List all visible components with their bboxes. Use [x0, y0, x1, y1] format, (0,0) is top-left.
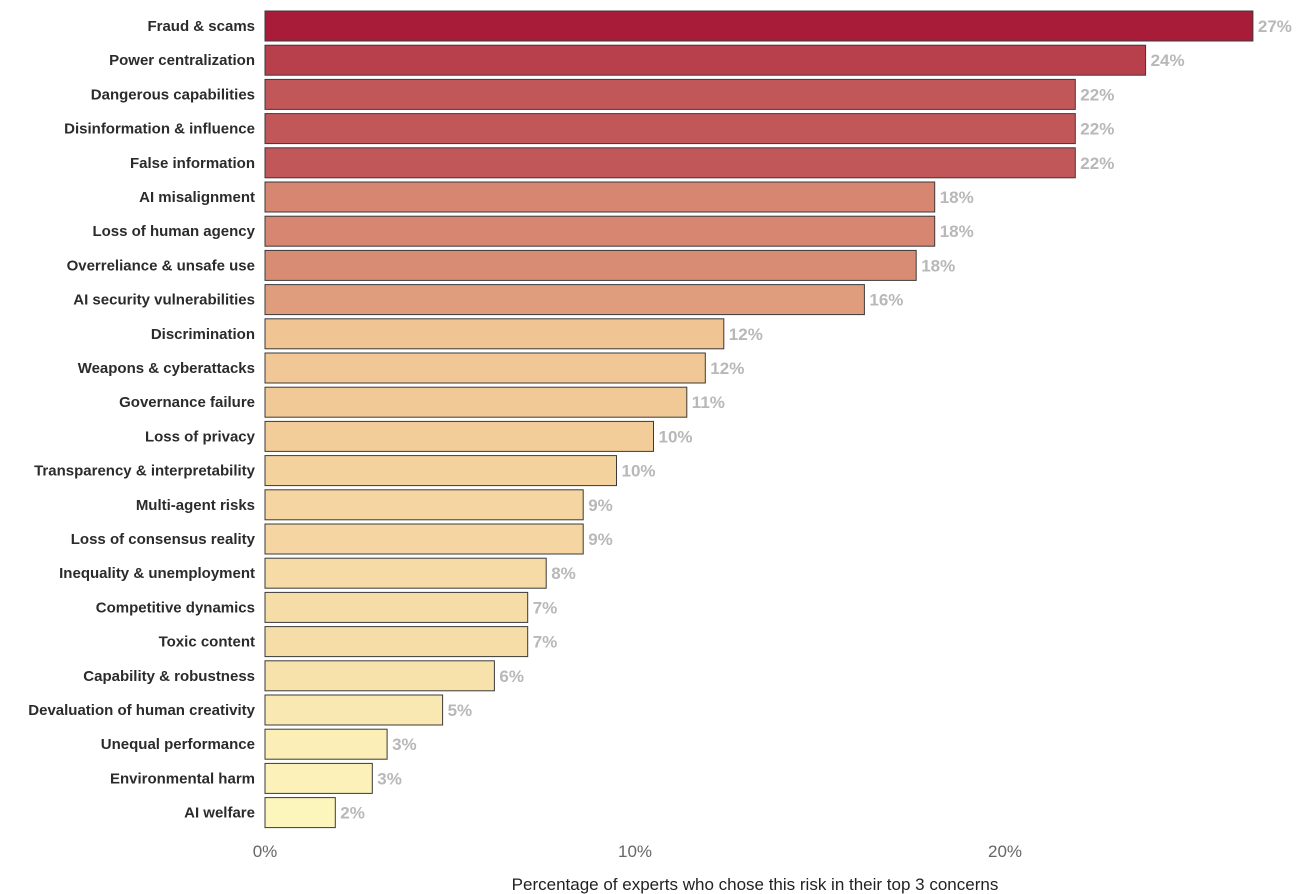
category-label-loss-of-consensus-reality: Loss of consensus reality	[71, 531, 256, 548]
value-label-environmental-harm: 3%	[377, 769, 402, 788]
bar-weapons-and-cyberattacks	[264, 352, 706, 384]
bar-discrimination	[264, 318, 725, 350]
x-tick-label-20: 20%	[988, 842, 1022, 861]
value-label-governance-failure: 11%	[692, 393, 725, 412]
bar-ai-security-vulnerabilities	[264, 284, 865, 316]
bar-ai-misalignment	[264, 181, 936, 213]
category-label-overreliance-and-unsafe-use: Overreliance & unsafe use	[67, 257, 255, 274]
value-label-ai-welfare: 2%	[340, 804, 365, 823]
value-label-overreliance-and-unsafe-use: 18%	[921, 256, 955, 275]
bar-unequal-performance	[264, 728, 388, 760]
bar-transparency-and-interpretability	[264, 455, 617, 487]
bar-loss-of-privacy	[264, 420, 654, 452]
value-label-weapons-and-cyberattacks: 12%	[710, 359, 744, 378]
category-label-weapons-and-cyberattacks: Weapons & cyberattacks	[78, 360, 255, 377]
bar-false-information	[264, 147, 1076, 179]
value-label-toxic-content: 7%	[533, 633, 558, 652]
value-label-loss-of-consensus-reality: 9%	[588, 530, 613, 549]
category-label-devaluation-of-human-creativity: Devaluation of human creativity	[28, 702, 255, 719]
value-label-inequality-and-unemployment: 8%	[551, 564, 576, 583]
bar-environmental-harm	[264, 762, 373, 794]
x-axis-ticks: 0% 10% 20%	[253, 842, 1022, 861]
category-label-multi-agent-risks: Multi-agent risks	[136, 497, 255, 514]
value-label-unequal-performance: 3%	[392, 735, 417, 754]
bar-loss-of-consensus-reality	[264, 523, 584, 555]
bar-devaluation-of-human-creativity	[264, 694, 444, 726]
category-label-false-information: False information	[130, 155, 255, 172]
x-axis-title: Percentage of experts who chose this ris…	[512, 875, 999, 894]
category-label-disinformation-and-influence: Disinformation & influence	[64, 121, 255, 138]
value-label-transparency-and-interpretability: 10%	[622, 462, 656, 481]
bar-power-centralization	[264, 44, 1147, 76]
bar-competitive-dynamics	[264, 591, 529, 623]
value-label-false-information: 22%	[1080, 154, 1114, 173]
x-tick-label-10: 10%	[618, 842, 652, 861]
bar-inequality-and-unemployment	[264, 557, 547, 589]
category-label-ai-misalignment: AI misalignment	[139, 189, 255, 206]
value-label-fraud-and-scams: 27%	[1258, 17, 1292, 36]
value-label-disinformation-and-influence: 22%	[1080, 120, 1114, 139]
category-label-loss-of-privacy: Loss of privacy	[145, 428, 256, 445]
category-label-capability-and-robustness: Capability & robustness	[83, 668, 255, 685]
category-label-dangerous-capabilities: Dangerous capabilities	[91, 86, 255, 103]
bar-multi-agent-risks	[264, 489, 584, 521]
category-label-power-centralization: Power centralization	[109, 52, 255, 69]
category-label-competitive-dynamics: Competitive dynamics	[96, 599, 255, 616]
bar-disinformation-and-influence	[264, 113, 1076, 145]
category-label-environmental-harm: Environmental harm	[110, 770, 255, 787]
value-label-capability-and-robustness: 6%	[499, 667, 524, 686]
value-label-power-centralization: 24%	[1151, 51, 1185, 70]
bar-dangerous-capabilities	[264, 78, 1076, 110]
bar-fraud-and-scams	[264, 10, 1254, 42]
value-label-loss-of-privacy: 10%	[659, 427, 693, 446]
category-label-discrimination: Discrimination	[151, 326, 255, 343]
category-label-ai-welfare: AI welfare	[184, 805, 255, 822]
value-label-ai-misalignment: 18%	[940, 188, 974, 207]
bar-governance-failure	[264, 386, 688, 418]
bars-layer	[264, 10, 1254, 829]
category-label-governance-failure: Governance failure	[119, 394, 255, 411]
value-label-competitive-dynamics: 7%	[533, 598, 558, 617]
value-label-devaluation-of-human-creativity: 5%	[448, 701, 473, 720]
category-label-inequality-and-unemployment: Inequality & unemployment	[59, 565, 255, 582]
bar-ai-welfare	[264, 797, 336, 829]
category-label-transparency-and-interpretability: Transparency & interpretability	[34, 463, 256, 480]
value-label-dangerous-capabilities: 22%	[1080, 85, 1114, 104]
category-labels: Fraud & scams Power centralization Dangero…	[28, 18, 255, 822]
category-label-unequal-performance: Unequal performance	[101, 736, 255, 753]
category-label-fraud-and-scams: Fraud & scams	[147, 18, 255, 35]
bar-capability-and-robustness	[264, 660, 495, 692]
value-labels: 27% 24% 22% 22% 22% 18% 18% 18% 16% 12% 12% 11% 10%1…	[340, 17, 1292, 823]
value-label-multi-agent-risks: 9%	[588, 496, 613, 515]
value-label-ai-security-vulnerabilities: 16%	[869, 291, 903, 310]
category-label-loss-of-human-agency: Loss of human agency	[92, 223, 255, 240]
bar-toxic-content	[264, 626, 529, 658]
category-label-ai-security-vulnerabilities: AI security vulnerabilities	[73, 292, 255, 309]
x-tick-label-0: 0%	[253, 842, 278, 861]
value-label-loss-of-human-agency: 18%	[940, 222, 974, 241]
category-label-toxic-content: Toxic content	[159, 634, 255, 651]
bar-loss-of-human-agency	[264, 215, 936, 247]
value-label-discrimination: 12%	[729, 325, 763, 344]
bar-overreliance-and-unsafe-use	[264, 249, 917, 281]
